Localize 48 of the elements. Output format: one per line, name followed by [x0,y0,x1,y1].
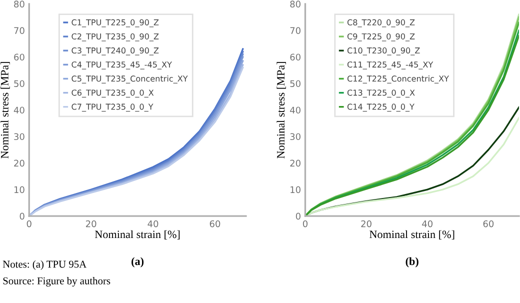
y-tick-label: 50 [14,80,24,88]
legend-label: C5_TPU_T235_Concentric_XY [72,75,188,84]
x-tick-label: 20 [86,220,96,228]
y-tick-label: 30 [14,133,24,140]
legend-label: C7_TPU_T235_0_0_Y [72,104,154,112]
legend-label: C11_T225_45_-45_XY [347,61,434,70]
x-axis-title: Nominal strain [%] [370,230,454,240]
text: Notes: (a) TPU 95A [2,260,87,270]
legend-label: C14_T225_0_0_Y [347,104,414,112]
legend-label: C8_T220_0_90_Z [347,19,415,28]
y-tick-label: 70 [14,27,24,34]
legend-label: C6_TPU_T235_0_0_X [72,90,154,98]
legend-label: C2_TPU_T235_0_90_Z [72,33,159,42]
text: (a) [132,257,144,268]
x-tick-label: 0 [26,220,32,228]
x-tick-label: 40 [422,220,433,228]
y-tick-label: 40 [290,106,300,114]
x-tick-label: 60 [483,220,494,228]
y-tick-label: 0 [20,212,24,220]
legend-label: C12_T225_Concentric_XY [347,75,449,84]
x-tick-label: 40 [148,220,158,228]
y-tick-label: 20 [290,160,300,167]
y-tick-label: 10 [290,186,300,194]
y-tick-label: 50 [290,80,300,88]
legend-label: C1_TPU_T225_0_90_Z [72,19,159,28]
y-tick-label: 0 [296,212,300,220]
legend-label: C4_TPU_T235_45_-45_XY [72,61,172,70]
y-tick-label: 30 [290,133,300,140]
y-tick-label: 70 [290,27,300,34]
y-tick-label: 60 [14,54,24,61]
x-axis-title: Nominal strain [%] [94,230,180,240]
y-axis-title: Nominal stress [MPa] [276,62,286,158]
source-note: Source: Figure by authors [3,277,110,287]
x-tick-label: 0 [302,220,308,228]
legend-label: C13_T225_0_0_X [347,90,415,98]
y-tick-label: 10 [14,186,24,194]
text: (b) [406,257,418,268]
y-tick-label: 20 [14,160,24,167]
y-tick-label: 80 [290,0,300,8]
legend-label: C10_T230_0_90_Z [347,47,420,56]
y-tick-label: 60 [290,54,300,61]
y-tick-label: 80 [14,0,24,8]
legend-label: C3_TPU_T240_0_90_Z [72,47,159,56]
y-axis-title: Nominal stress [MPa] [0,62,10,158]
y-tick-label: 40 [14,106,24,114]
x-tick-label: 20 [361,220,372,228]
x-tick-label: 60 [210,220,220,228]
legend-label: C9_T225_0_90_Z [347,33,415,42]
